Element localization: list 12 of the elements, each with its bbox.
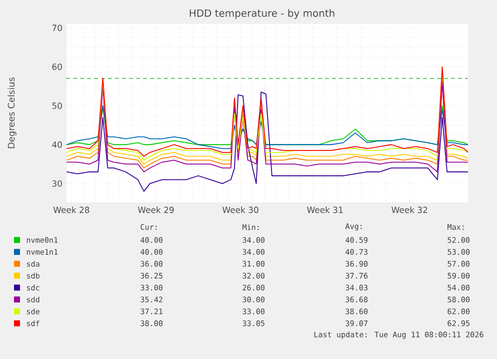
y-axis-title: Degrees Celsius — [8, 77, 16, 148]
y-tick-label: 60 — [52, 64, 62, 70]
x-tick-label: Week 30 — [222, 206, 258, 214]
chart-title: HDD temperature - by month — [190, 9, 334, 19]
y-tick-label: 50 — [52, 102, 62, 109]
x-tick-label: Week 31 — [307, 206, 343, 214]
x-tick-label: Week 32 — [392, 206, 428, 214]
y-tick-label: 40 — [52, 141, 62, 148]
y-tick-label: 70 — [52, 24, 62, 32]
x-tick-label: Week 28 — [53, 206, 90, 214]
y-tick-label: 30 — [52, 180, 62, 187]
x-tick-label: Week 29 — [138, 206, 174, 214]
